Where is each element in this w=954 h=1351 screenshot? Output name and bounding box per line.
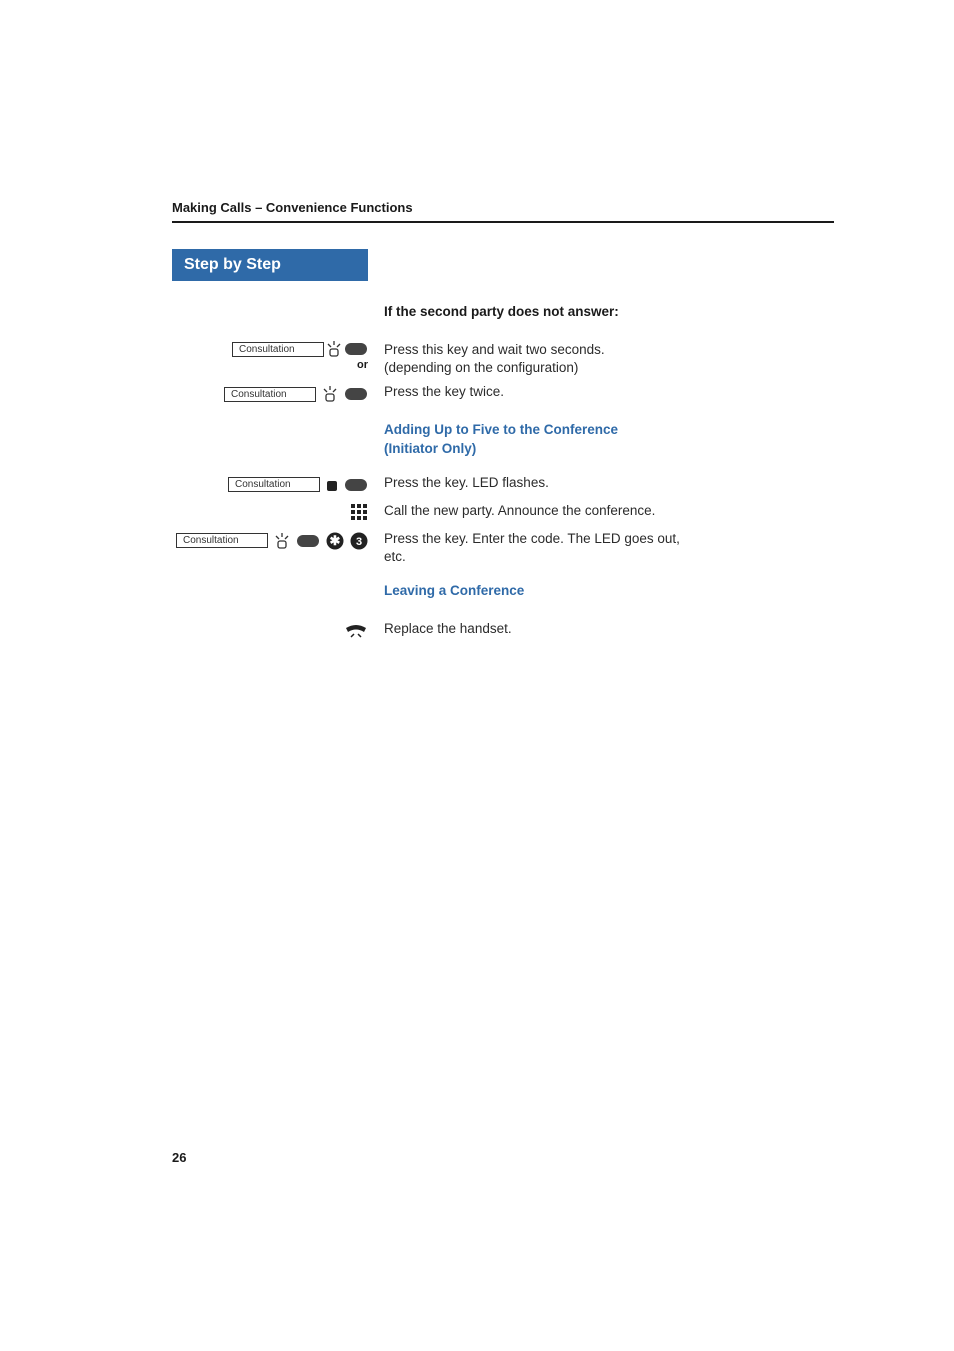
text-press-wait-l2: (depending on the configuration) [384, 360, 578, 375]
svg-text:✱: ✱ [330, 533, 341, 548]
left-key-consultation-solid: Consultation [172, 474, 368, 496]
text-press-twice: Press the key twice. [368, 383, 834, 401]
key-pill-icon [344, 387, 368, 401]
left-key-consultation-code: Consultation ✱ 3 [172, 530, 368, 552]
left-handset [172, 620, 368, 642]
heading-adding-l2: (Initiator Only) [384, 441, 476, 456]
text-press-wait-l1: Press this key and wait two seconds. [384, 342, 605, 357]
led-flashing-icon [326, 341, 342, 357]
left-gutter [172, 421, 368, 443]
digit-3-key-icon: 3 [350, 532, 368, 550]
left-gutter [172, 303, 368, 325]
key-pill-icon [344, 342, 368, 356]
heading-second-party: If the second party does not answer: [368, 303, 834, 321]
heading-adding-l1: Adding Up to Five to the Conference [384, 422, 618, 437]
text-press-led-flashes: Press the key. LED flashes. [368, 474, 834, 492]
consultation-key-label: Consultation [228, 477, 320, 492]
consultation-key-label: Consultation [176, 533, 268, 548]
keypad-icon [350, 503, 368, 523]
svg-text:3: 3 [356, 536, 362, 548]
left-key-consultation-flash-2: Consultation [172, 383, 368, 405]
consultation-key-label: Consultation [232, 342, 324, 357]
left-gutter [172, 582, 368, 604]
step-by-step-badge: Step by Step [172, 249, 368, 281]
key-pill-icon [296, 534, 320, 548]
led-flashing-icon [322, 386, 338, 402]
running-head: Making Calls – Convenience Functions [172, 200, 834, 223]
consultation-key-label: Consultation [224, 387, 316, 402]
led-on-icon [326, 478, 338, 492]
text-press-enter-code-l1: Press the key. Enter the code. The LED g… [384, 531, 680, 546]
led-flashing-icon [274, 533, 290, 549]
text-press-enter-code-l2: etc. [384, 549, 406, 564]
heading-leaving-conference: Leaving a Conference [368, 582, 834, 600]
key-pill-icon [344, 478, 368, 492]
left-key-consultation-flash-1: Consultation or [172, 341, 368, 371]
or-label: or [357, 359, 368, 371]
star-key-icon: ✱ [326, 532, 344, 550]
text-replace-handset: Replace the handset. [368, 620, 834, 638]
text-call-new-party: Call the new party. Announce the confere… [368, 502, 834, 520]
page-number: 26 [172, 1150, 186, 1165]
left-keypad [172, 502, 368, 524]
heading-adding-conference: Adding Up to Five to the Conference (Ini… [368, 421, 834, 457]
text-press-enter-code: Press the key. Enter the code. The LED g… [368, 530, 834, 566]
text-press-wait: Press this key and wait two seconds. (de… [368, 341, 834, 377]
replace-handset-icon [344, 624, 368, 638]
